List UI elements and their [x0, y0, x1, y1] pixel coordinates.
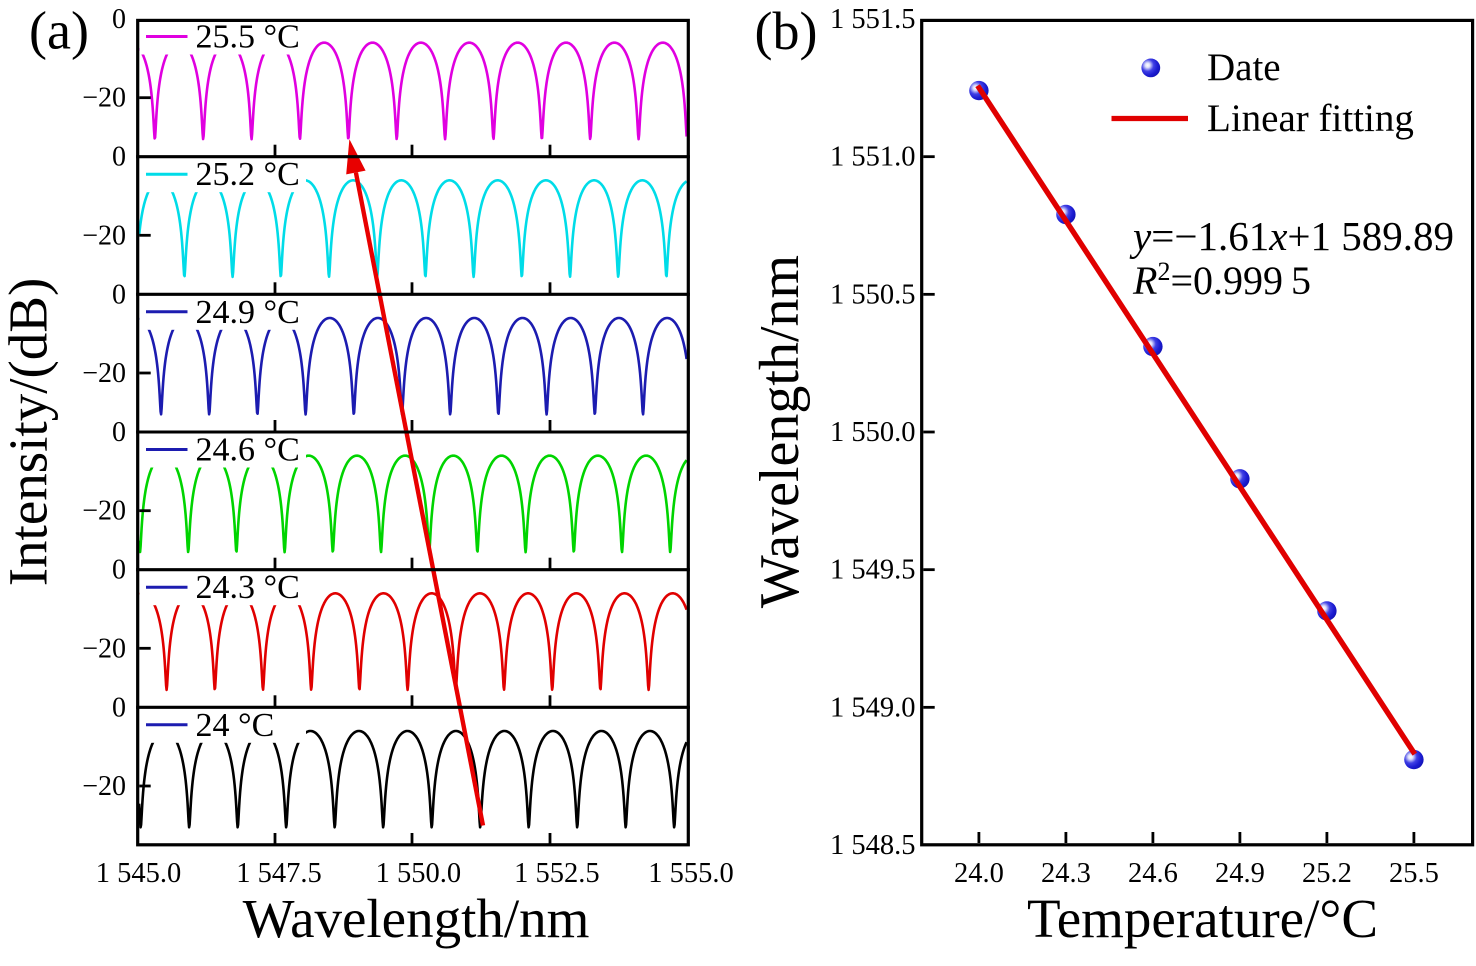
- svg-text:1 550.0: 1 550.0: [830, 417, 916, 448]
- svg-text:1 552.5: 1 552.5: [514, 858, 600, 889]
- svg-text:−20: −20: [82, 771, 126, 802]
- svg-text:24.6: 24.6: [1128, 858, 1178, 889]
- svg-text:Wavelength/nm: Wavelength/nm: [749, 255, 811, 608]
- svg-text:y=−1.61x+1 589.89: y=−1.61x+1 589.89: [1129, 213, 1454, 259]
- svg-text:0: 0: [112, 142, 126, 173]
- svg-text:Temperature/°C: Temperature/°C: [1027, 888, 1378, 949]
- svg-text:−20: −20: [82, 220, 126, 251]
- svg-text:24.3: 24.3: [1041, 858, 1091, 889]
- svg-text:(b): (b): [755, 1, 818, 61]
- svg-text:0: 0: [112, 692, 126, 723]
- svg-text:1 551.0: 1 551.0: [830, 142, 916, 173]
- svg-text:0: 0: [112, 555, 126, 586]
- svg-text:Date: Date: [1207, 46, 1281, 89]
- svg-text:1 549.0: 1 549.0: [830, 692, 916, 723]
- svg-text:25.5: 25.5: [1389, 858, 1439, 889]
- svg-text:25.5 °C: 25.5 °C: [196, 19, 300, 56]
- svg-text:0: 0: [112, 4, 126, 35]
- svg-text:24 °C: 24 °C: [196, 707, 275, 744]
- svg-text:Intensity/(dB): Intensity/(dB): [0, 278, 59, 587]
- svg-text:24.9 °C: 24.9 °C: [196, 294, 300, 331]
- svg-text:24.0: 24.0: [954, 858, 1004, 889]
- svg-text:1 549.5: 1 549.5: [830, 555, 916, 586]
- svg-text:0: 0: [112, 279, 126, 310]
- svg-text:(a): (a): [29, 1, 89, 61]
- svg-text:Linear fitting: Linear fitting: [1207, 97, 1414, 140]
- svg-text:1 547.5: 1 547.5: [236, 858, 322, 889]
- svg-text:25.2 °C: 25.2 °C: [196, 156, 300, 193]
- svg-text:Wavelength/nm: Wavelength/nm: [243, 888, 590, 949]
- svg-text:−20: −20: [82, 358, 126, 389]
- svg-text:1 550.0: 1 550.0: [376, 858, 462, 889]
- svg-text:24.3 °C: 24.3 °C: [196, 569, 300, 606]
- svg-text:1 548.5: 1 548.5: [830, 830, 916, 861]
- svg-text:1 550.5: 1 550.5: [830, 279, 916, 310]
- svg-text:−20: −20: [82, 496, 126, 527]
- svg-text:1 545.0: 1 545.0: [96, 858, 182, 889]
- svg-text:1 555.0: 1 555.0: [648, 858, 734, 889]
- svg-text:−20: −20: [82, 83, 126, 114]
- svg-text:24.6 °C: 24.6 °C: [196, 432, 300, 469]
- svg-text:R2=0.999 5: R2=0.999 5: [1132, 257, 1311, 303]
- svg-text:−20: −20: [82, 633, 126, 664]
- svg-text:0: 0: [112, 417, 126, 448]
- svg-text:1 551.5: 1 551.5: [830, 4, 916, 35]
- svg-text:24.9: 24.9: [1215, 858, 1265, 889]
- svg-text:25.2: 25.2: [1302, 858, 1352, 889]
